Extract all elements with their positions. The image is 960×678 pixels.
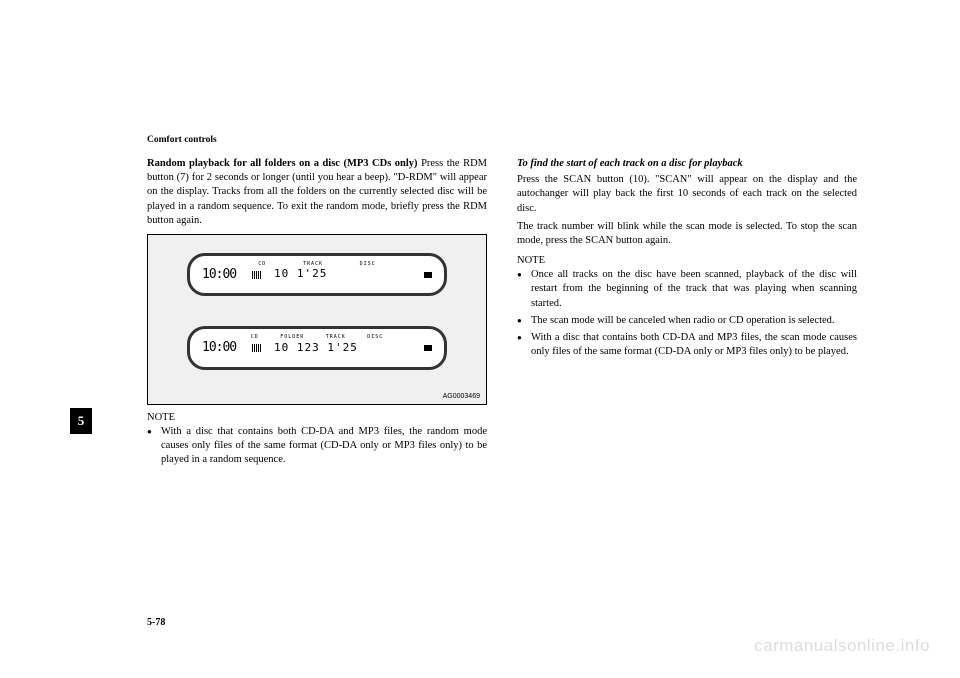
list-item: The scan mode will be canceled when radi… [531, 314, 857, 328]
chapter-tab: 5 [70, 408, 92, 434]
lcd1-clock: 10:00 [202, 266, 252, 284]
lcd2-block-icon [424, 345, 432, 351]
left-heading-para: Random playback for all folders on a dis… [147, 157, 487, 228]
display-figure: CD TRACK DISC 10:00 10 1'25 CD FOLDER TR… [147, 234, 487, 405]
lcd1-main: 10 1'25 [274, 267, 327, 282]
right-heading: To find the start of each track on a dis… [517, 157, 857, 171]
lcd2-bars-icon [252, 344, 262, 352]
lcd2-main: 10 123 1'25 [274, 341, 358, 356]
lcd2-folder-label: FOLDER [280, 334, 304, 341]
page-number: 5-78 [147, 617, 165, 628]
left-note-list: With a disc that contains both CD-DA and… [147, 425, 487, 468]
list-item: Once all tracks on the disc have been sc… [531, 268, 857, 311]
lcd1-track-label: TRACK [303, 261, 323, 268]
lcd2-cd-label: CD [251, 334, 259, 341]
left-note-label: NOTE [147, 411, 487, 425]
list-item: With a disc that contains both CD-DA and… [161, 425, 487, 468]
left-column: Random playback for all folders on a dis… [147, 157, 487, 471]
content-columns: Random playback for all folders on a dis… [70, 157, 890, 471]
figure-id: AG0003469 [443, 392, 480, 401]
list-item: With a disc that contains both CD-DA and… [531, 331, 857, 359]
right-note-list: Once all tracks on the disc have been sc… [517, 268, 857, 359]
lcd-panel-2: CD FOLDER TRACK DISC 10:00 10 123 1'25 [187, 326, 447, 370]
left-heading: Random playback for all folders on a dis… [147, 158, 418, 169]
lcd1-disc-label: DISC [360, 261, 376, 268]
lcd-panel-1: CD TRACK DISC 10:00 10 1'25 [187, 253, 447, 297]
lcd2-top-row: CD FOLDER TRACK DISC [190, 334, 444, 341]
lcd2-clock: 10:00 [202, 339, 252, 357]
lcd1-bars-icon [252, 271, 262, 279]
right-p1: Press the SCAN button (10). "SCAN" will … [517, 173, 857, 216]
watermark: carmanualsonline.info [754, 636, 930, 656]
section-header: Comfort controls [147, 135, 217, 145]
right-column: To find the start of each track on a dis… [517, 157, 857, 471]
lcd1-top-row: CD TRACK DISC [190, 261, 444, 268]
lcd2-disc-label: DISC [367, 334, 383, 341]
lcd1-cd-label: CD [258, 261, 266, 268]
lcd2-track-label: TRACK [326, 334, 346, 341]
right-p2: The track number will blink while the sc… [517, 220, 857, 248]
right-note-label: NOTE [517, 254, 857, 268]
lcd1-block-icon [424, 272, 432, 278]
page-container: Comfort controls Random playback for all… [0, 0, 960, 678]
